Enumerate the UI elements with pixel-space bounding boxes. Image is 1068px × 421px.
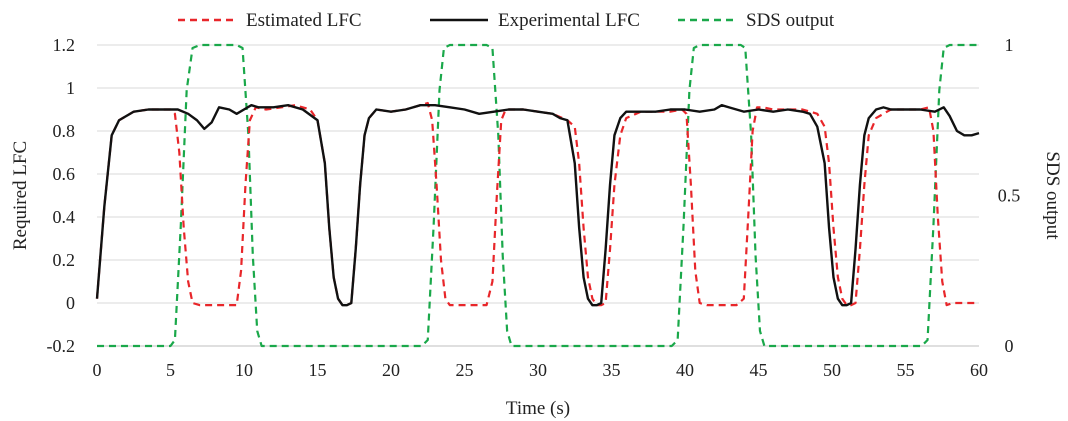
y-tick-label: 0.8	[53, 121, 76, 141]
tick-labels: -0.200.20.40.60.811.20 5 10 15 20 25 30 35 40 45 5…	[47, 35, 1021, 380]
y-tick-label: 0	[66, 293, 75, 313]
x-tick-label: 0	[93, 360, 102, 380]
series-line-estimated-lfc	[95, 101, 979, 307]
y-tick-label: 0.6	[53, 164, 76, 184]
y-axis-title: Required LFC	[10, 141, 31, 250]
legend-label: Experimental LFC	[498, 10, 640, 31]
y2-axis-title: SDS output	[1042, 151, 1063, 240]
x-tick-label: 10	[235, 360, 253, 380]
legend-label: SDS output	[746, 10, 835, 31]
y2-tick-label: 0.5	[998, 186, 1021, 206]
x-tick-label: 45	[750, 360, 768, 380]
y-tick-label: 0.4	[53, 207, 76, 227]
x-tick-label: 30	[529, 360, 547, 380]
x-tick-label: 50	[823, 360, 841, 380]
x-tick-label: 5	[166, 360, 175, 380]
x-tick-label: 60	[970, 360, 988, 380]
series-line-sds-output	[97, 43, 979, 348]
y2-tick-label: 0	[1005, 336, 1014, 356]
x-tick-label: 25	[456, 360, 474, 380]
series-lines	[95, 43, 980, 348]
x-axis-title: Time (s)	[506, 398, 570, 419]
gridlines	[97, 44, 979, 347]
x-tick-label: 20	[382, 360, 400, 380]
x-tick-label: 15	[309, 360, 327, 380]
legend-label: Estimated LFC	[246, 10, 362, 31]
series-line-experimental-lfc	[95, 104, 980, 307]
x-tick-label: 35	[603, 360, 621, 380]
x-tick-label: 40	[676, 360, 694, 380]
y-tick-label: 1	[66, 78, 75, 98]
legend: Estimated LFC Experimental LFC SDS output	[178, 10, 835, 31]
y-tick-label: -0.2	[47, 336, 76, 356]
x-tick-label: 55	[897, 360, 915, 380]
y-tick-label: 1.2	[53, 35, 76, 55]
y2-tick-label: 1	[1005, 35, 1014, 55]
y-tick-label: 0.2	[53, 250, 76, 270]
